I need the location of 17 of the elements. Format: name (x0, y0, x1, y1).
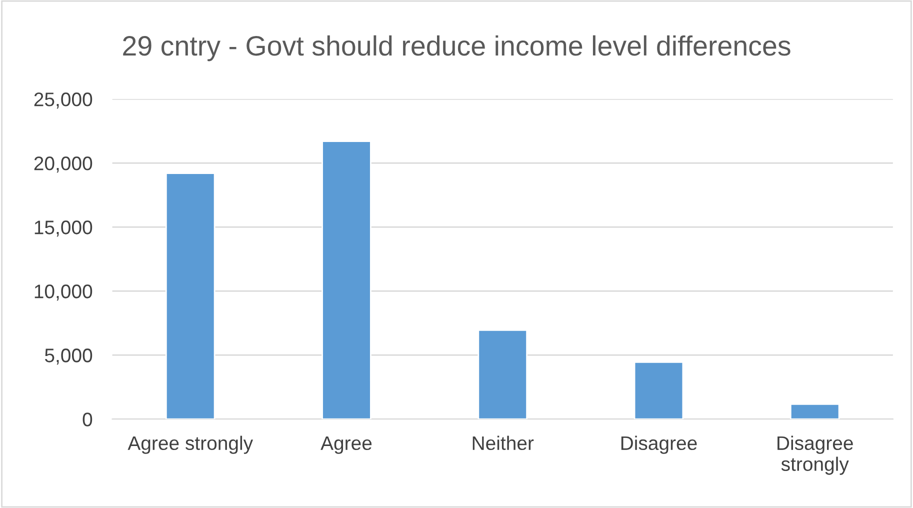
x-tick-label: Disagree strongly (778, 436, 853, 475)
y-tick-label: 0 (82, 412, 92, 426)
y-tick-label: 15,000 (34, 220, 92, 237)
y-tick-label: 10,000 (34, 284, 92, 301)
y-tick-label: 25,000 (34, 92, 92, 109)
x-tick-label: Agree strongly (128, 436, 254, 454)
bar (634, 361, 684, 420)
y-tick-label: 20,000 (34, 156, 92, 173)
x-tick-label: Agree (320, 436, 372, 454)
x-tick-label: Disagree (621, 436, 697, 454)
bar (790, 403, 840, 420)
bar (165, 172, 216, 420)
bar (322, 140, 372, 420)
y-tick-label: 5,000 (44, 348, 92, 365)
x-tick-label: Neither (472, 436, 534, 450)
bar (478, 329, 528, 420)
chart-title: 29 cntry - Govt should reduce income level differences (123, 35, 790, 62)
